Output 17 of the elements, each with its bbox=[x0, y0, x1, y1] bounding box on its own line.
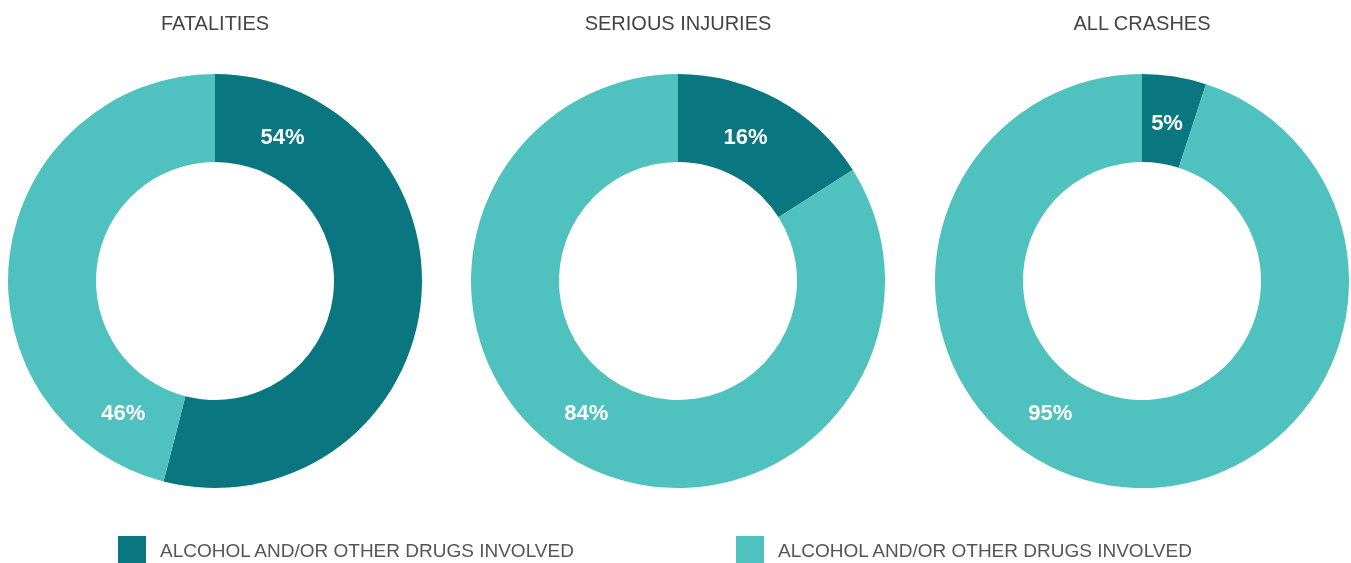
donut-slice bbox=[1142, 74, 1206, 168]
chart-title: ALL CRASHES bbox=[1073, 12, 1211, 34]
chart-title: SERIOUS INJURIES bbox=[584, 12, 772, 34]
data-label: 46% bbox=[101, 399, 146, 425]
data-label: 5% bbox=[1151, 110, 1183, 136]
data-label: 16% bbox=[723, 123, 768, 149]
legend-label: ALCOHOL AND/OR OTHER DRUGS INVOLVED bbox=[160, 540, 574, 561]
donut-slice bbox=[8, 74, 215, 482]
donut-slice bbox=[935, 74, 1349, 488]
legend-label: ALCOHOL AND/OR OTHER DRUGS INVOLVED bbox=[778, 540, 1192, 561]
donut-slice bbox=[678, 74, 853, 218]
donut-slice bbox=[471, 74, 885, 488]
data-label: 84% bbox=[564, 399, 609, 425]
chart-title: FATALITIES bbox=[160, 12, 270, 34]
data-label: 54% bbox=[260, 123, 305, 149]
data-label: 95% bbox=[1028, 399, 1073, 425]
donut-slice bbox=[163, 74, 422, 488]
